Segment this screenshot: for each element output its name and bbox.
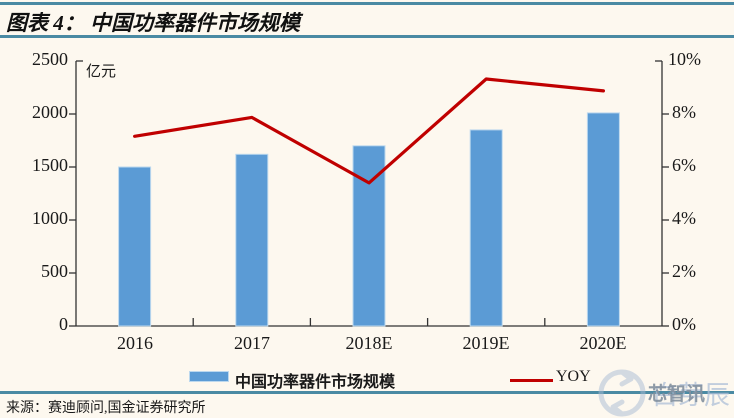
svg-text:芯智讯: 芯智讯 — [648, 382, 705, 405]
